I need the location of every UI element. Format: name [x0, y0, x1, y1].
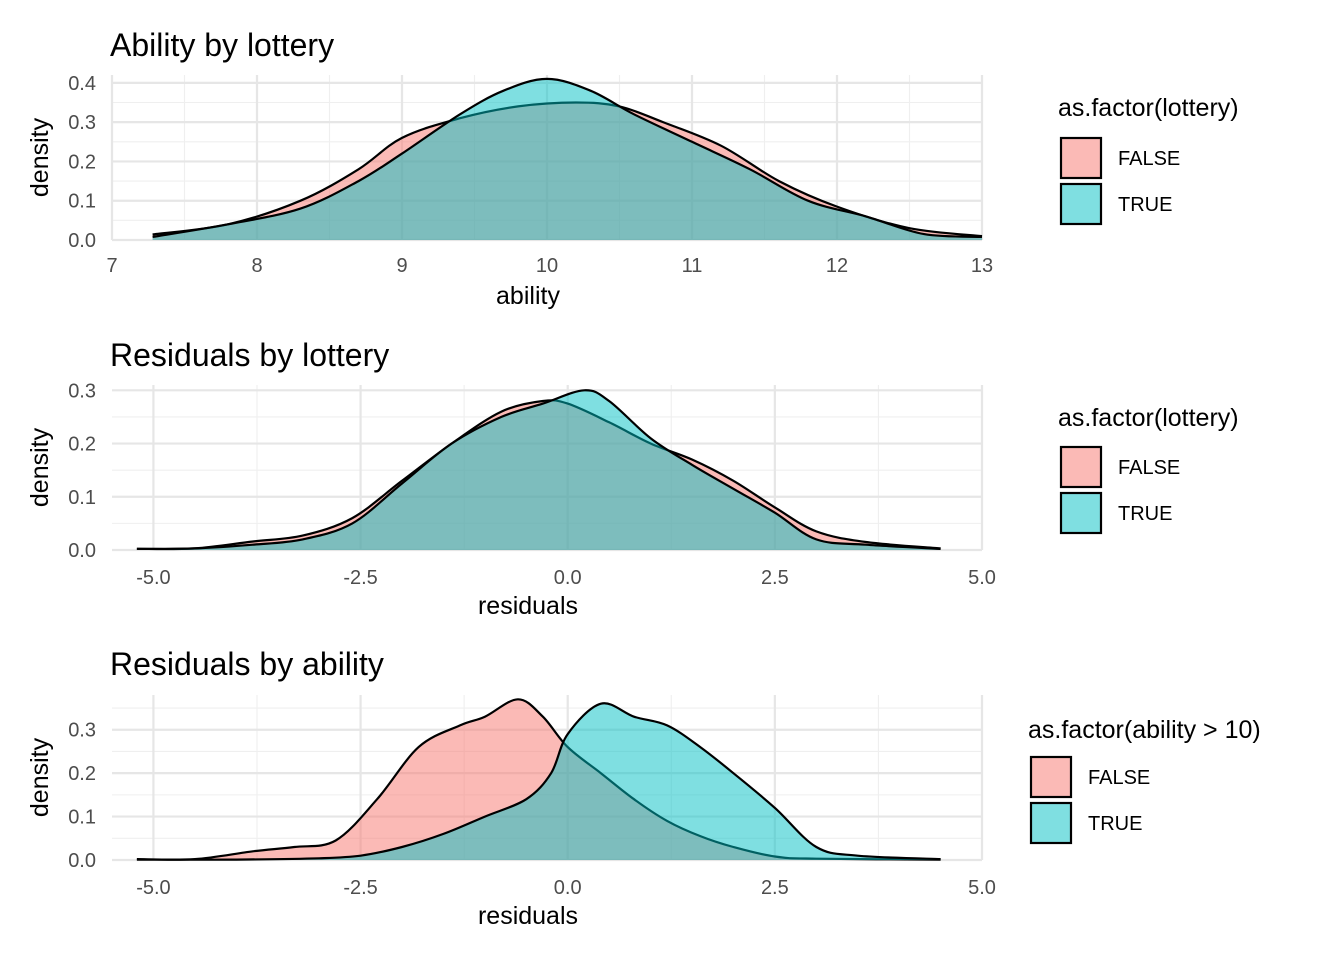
x-tick-label: 13	[971, 255, 993, 277]
x-tick-label: 5.0	[968, 877, 996, 899]
legend-title: as.factor(ability > 10)	[1028, 716, 1261, 744]
legend: as.factor(lottery) FALSE TRUE	[1058, 94, 1239, 226]
x-tick-label: -2.5	[343, 567, 377, 589]
y-tick-label: 0.1	[68, 807, 96, 829]
x-tick-label: 2.5	[761, 877, 789, 899]
x-tick-label: -5.0	[136, 567, 170, 589]
y-tick-label: 0.3	[68, 112, 96, 134]
chart-title: Residuals by lottery	[110, 337, 389, 373]
panel-2: Residuals by lottery -5.0 -2.5 0.0 2.5 5.0 0.0…	[26, 337, 1239, 620]
y-axis-title: density	[26, 427, 54, 507]
x-tick-label: 0.0	[554, 877, 582, 899]
legend: as.factor(lottery) FALSE TRUE	[1058, 404, 1239, 535]
y-tick-label: 0.1	[68, 487, 96, 509]
x-tick-label: -5.0	[136, 877, 170, 899]
legend-key-true	[1029, 801, 1073, 845]
legend-label-true: TRUE	[1118, 194, 1172, 216]
density-area-true	[152, 78, 983, 241]
panel-1: Ability by lottery 7 8 9 10 11 12 13 0.0 0.1 0.2 0.…	[26, 27, 1239, 310]
legend-title: as.factor(lottery)	[1058, 94, 1239, 122]
chart-title: Ability by lottery	[110, 27, 334, 63]
x-axis-title: residuals	[478, 592, 578, 620]
y-tick-label: 0.0	[68, 230, 96, 252]
legend: as.factor(ability > 10) FALSE TRUE	[1028, 716, 1261, 845]
density-area-false	[136, 699, 941, 860]
y-tick-label: 0.2	[68, 434, 96, 456]
legend-key-false	[1029, 755, 1073, 799]
legend-title: as.factor(lottery)	[1058, 404, 1239, 432]
y-tick-label: 0.1	[68, 191, 96, 213]
chart-title: Residuals by ability	[110, 646, 384, 682]
y-tick-label: 0.2	[68, 763, 96, 785]
y-tick-label: 0.0	[68, 850, 96, 872]
y-tick-label: 0.2	[68, 151, 96, 173]
density-line-true	[152, 77, 983, 238]
x-tick-label: 10	[536, 255, 558, 277]
panel-3: Residuals by ability -5.0 -2.5 0.0 2.5 5.0 0.0…	[26, 646, 1261, 930]
x-tick-label: 2.5	[761, 567, 789, 589]
y-axis-title: density	[26, 117, 54, 197]
x-tick-label: 7	[106, 255, 117, 277]
x-tick-label: 9	[396, 255, 407, 277]
legend-label-true: TRUE	[1088, 813, 1142, 835]
legend-label-true: TRUE	[1118, 503, 1172, 525]
x-tick-label: 12	[826, 255, 848, 277]
density-line-true	[136, 389, 941, 550]
legend-key-true	[1059, 491, 1103, 535]
x-tick-label: 8	[251, 255, 262, 277]
density-area-true	[136, 703, 941, 860]
legend-label-false: FALSE	[1088, 767, 1150, 789]
legend-key-false	[1059, 445, 1103, 489]
y-axis-title: density	[26, 737, 54, 817]
density-area-true	[136, 390, 941, 550]
x-axis-title: residuals	[478, 902, 578, 930]
x-tick-label: -2.5	[343, 877, 377, 899]
y-tick-label: 0.3	[68, 720, 96, 742]
y-tick-label: 0.3	[68, 380, 96, 402]
x-tick-label: 0.0	[554, 567, 582, 589]
x-tick-label: 11	[682, 255, 703, 277]
density-line-true	[136, 702, 941, 861]
y-tick-label: 0.4	[68, 73, 96, 95]
x-axis-title: ability	[496, 282, 560, 310]
y-tick-label: 0.0	[68, 540, 96, 562]
legend-label-false: FALSE	[1118, 457, 1180, 479]
x-tick-label: 5.0	[968, 567, 996, 589]
legend-key-false	[1059, 136, 1103, 180]
legend-label-false: FALSE	[1118, 148, 1180, 170]
legend-key-true	[1059, 182, 1103, 226]
